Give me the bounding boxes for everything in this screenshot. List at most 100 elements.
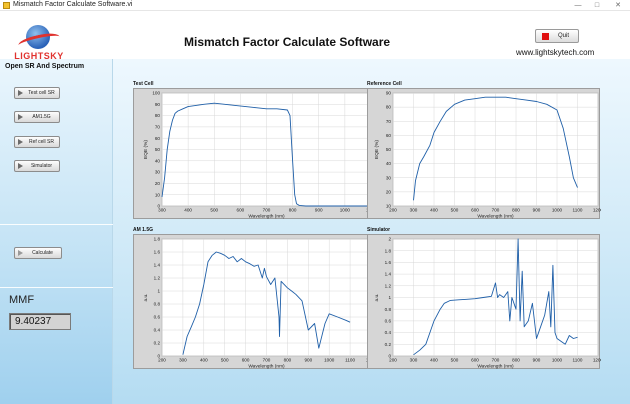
am15g-chart: 20030040050060070080090010001100120000.2… bbox=[133, 234, 374, 370]
y-tick-label: 1.6 bbox=[154, 250, 161, 255]
y-tick-label: 0.8 bbox=[385, 307, 392, 312]
y-tick-label: 30 bbox=[386, 175, 392, 180]
lightsky-logo: LIGHTSKY bbox=[14, 25, 64, 69]
x-tick-label: 800 bbox=[289, 208, 297, 213]
y-tick-label: 1.4 bbox=[154, 263, 161, 268]
play-icon bbox=[18, 90, 23, 96]
y-tick-label: 1.2 bbox=[154, 276, 161, 281]
y-tick-label: 1.4 bbox=[385, 272, 392, 277]
y-tick-label: 10 bbox=[386, 204, 392, 209]
x-tick-label: 700 bbox=[263, 208, 271, 213]
simulator-chart-title: Simulator bbox=[367, 227, 391, 233]
y-tick-label: 70 bbox=[386, 119, 392, 124]
x-tick-label: 400 bbox=[184, 208, 192, 213]
x-tick-label: 700 bbox=[492, 358, 500, 363]
test-cell-chart: 3004005006007008009001000110001020304050… bbox=[133, 88, 374, 220]
stop-icon bbox=[542, 33, 549, 40]
y-tick-label: 50 bbox=[155, 147, 161, 152]
x-tick-label: 500 bbox=[221, 358, 229, 363]
x-tick-label: 900 bbox=[304, 358, 312, 363]
y-axis-label: a.u. bbox=[375, 293, 380, 301]
window-title: Mismatch Factor Calculate Software.vi bbox=[13, 1, 133, 8]
y-tick-label: 40 bbox=[386, 161, 392, 166]
y-tick-label: 60 bbox=[155, 136, 161, 141]
x-tick-label: 800 bbox=[512, 358, 520, 363]
x-tick-label: 600 bbox=[471, 358, 479, 363]
y-tick-label: 0 bbox=[157, 354, 160, 359]
sidebar-divider bbox=[0, 287, 113, 288]
x-tick-label: 1000 bbox=[552, 358, 563, 363]
y-tick-label: 10 bbox=[155, 192, 161, 197]
open-simulator-button[interactable]: Simulator bbox=[14, 160, 60, 172]
y-tick-label: 40 bbox=[155, 158, 161, 163]
y-tick-label: 70 bbox=[155, 125, 161, 130]
quit-label: Quit bbox=[558, 33, 570, 39]
button-label: AM1.5G bbox=[32, 114, 51, 120]
x-tick-label: 900 bbox=[315, 208, 323, 213]
y-tick-label: 90 bbox=[386, 91, 392, 96]
y-tick-label: 60 bbox=[386, 133, 392, 138]
maximize-button[interactable]: □ bbox=[594, 2, 600, 9]
y-tick-label: 2 bbox=[388, 237, 391, 242]
y-tick-label: 1.8 bbox=[154, 237, 161, 242]
header: LIGHTSKY Mismatch Factor Calculate Softw… bbox=[0, 11, 630, 61]
am15g-plot: 20030040050060070080090010001100120000.2… bbox=[144, 237, 374, 370]
logo-text: LIGHTSKY bbox=[14, 51, 64, 61]
y-tick-label: 0 bbox=[157, 204, 160, 209]
quit-button[interactable]: Quit bbox=[535, 29, 579, 43]
x-tick-label: 1100 bbox=[573, 358, 583, 363]
x-tick-label: 800 bbox=[284, 358, 292, 363]
calculate-button[interactable]: Calculate bbox=[14, 247, 62, 259]
y-tick-label: 0.6 bbox=[385, 319, 392, 324]
x-tick-label: 1100 bbox=[345, 358, 355, 363]
y-axis-label: a.u. bbox=[144, 293, 149, 301]
x-tick-label: 900 bbox=[533, 358, 541, 363]
minimize-button[interactable]: — bbox=[574, 2, 582, 9]
play-icon bbox=[18, 163, 23, 169]
x-tick-label: 1000 bbox=[552, 208, 563, 213]
x-tick-label: 300 bbox=[158, 208, 166, 213]
x-tick-label: 500 bbox=[210, 208, 218, 213]
y-axis-label: EQE (%) bbox=[374, 140, 380, 159]
play-icon bbox=[18, 250, 23, 256]
x-tick-label: 1100 bbox=[573, 208, 583, 213]
open-test-cell-sr-button[interactable]: Test cell SR bbox=[14, 87, 60, 99]
x-tick-label: 300 bbox=[410, 208, 418, 213]
y-tick-label: 80 bbox=[386, 105, 392, 110]
app-icon bbox=[3, 2, 10, 9]
sidebar-section-title: Open SR And Spectrum bbox=[5, 63, 85, 70]
x-tick-label: 500 bbox=[451, 208, 459, 213]
y-tick-label: 30 bbox=[155, 170, 161, 175]
y-tick-label: 0.4 bbox=[154, 328, 161, 333]
x-tick-label: 500 bbox=[451, 358, 459, 363]
sidebar-divider bbox=[0, 224, 113, 225]
globe-icon bbox=[26, 25, 50, 49]
x-tick-label: 700 bbox=[263, 358, 271, 363]
x-axis-label: Wavelength (nm) bbox=[248, 214, 285, 220]
play-icon bbox=[18, 114, 23, 120]
website-url: www.lightskytech.com bbox=[516, 48, 595, 57]
reference-cell-chart-title: Reference Cell bbox=[367, 81, 402, 87]
series-line bbox=[182, 251, 351, 355]
open-am15g-button[interactable]: AM1.5G bbox=[14, 111, 60, 123]
series-line bbox=[413, 238, 578, 356]
series-line bbox=[161, 102, 371, 207]
play-icon bbox=[18, 139, 23, 145]
button-label: Calculate bbox=[32, 250, 53, 256]
y-tick-label: 1.2 bbox=[385, 283, 392, 288]
title-bar: Mismatch Factor Calculate Software.vi — … bbox=[0, 0, 630, 11]
x-tick-label: 200 bbox=[389, 358, 397, 363]
button-label: Ref cell SR bbox=[28, 139, 54, 145]
y-tick-label: 0.8 bbox=[154, 302, 161, 307]
open-ref-cell-sr-button[interactable]: Ref cell SR bbox=[14, 136, 60, 148]
x-tick-label: 200 bbox=[389, 208, 397, 213]
x-tick-label: 900 bbox=[533, 208, 541, 213]
close-button[interactable]: ✕ bbox=[615, 2, 621, 9]
x-tick-label: 400 bbox=[430, 358, 438, 363]
am15g-chart-title: AM 1.5G bbox=[133, 227, 154, 233]
series-line bbox=[413, 96, 578, 201]
y-tick-label: 0 bbox=[388, 354, 391, 359]
x-tick-label: 800 bbox=[512, 208, 520, 213]
